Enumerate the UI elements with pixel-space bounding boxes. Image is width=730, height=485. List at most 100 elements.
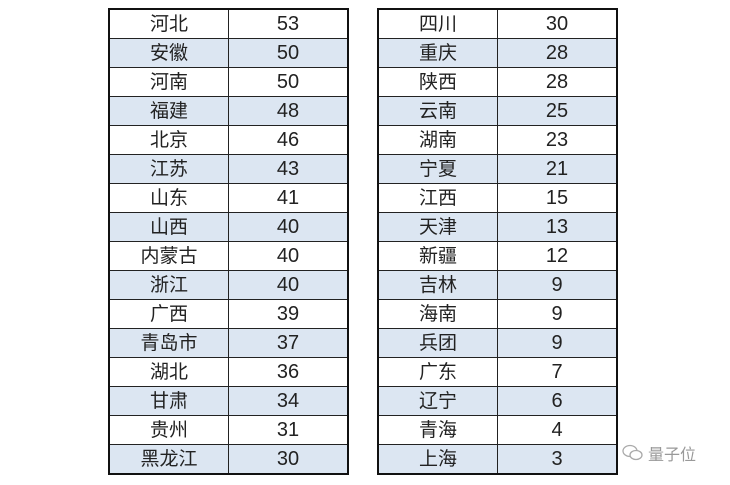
table-row: 山东 41 bbox=[108, 183, 349, 213]
value-cell: 9 bbox=[497, 299, 618, 329]
value-cell: 40 bbox=[228, 241, 349, 271]
table-row: 安徽 50 bbox=[108, 38, 349, 68]
region-cell: 重庆 bbox=[377, 38, 498, 68]
value-cell: 21 bbox=[497, 154, 618, 184]
value-cell: 31 bbox=[228, 415, 349, 445]
value-cell: 43 bbox=[228, 154, 349, 184]
region-cell: 青岛市 bbox=[108, 328, 229, 358]
value-cell: 25 bbox=[497, 96, 618, 126]
region-cell: 陕西 bbox=[377, 67, 498, 97]
table-row: 广东 7 bbox=[377, 357, 618, 387]
region-cell: 内蒙古 bbox=[108, 241, 229, 271]
region-cell: 山西 bbox=[108, 212, 229, 242]
value-cell: 9 bbox=[497, 328, 618, 358]
region-cell: 吉林 bbox=[377, 270, 498, 300]
region-cell: 宁夏 bbox=[377, 154, 498, 184]
region-cell: 湖北 bbox=[108, 357, 229, 387]
table-row: 广西 39 bbox=[108, 299, 349, 329]
region-cell: 安徽 bbox=[108, 38, 229, 68]
region-cell: 贵州 bbox=[108, 415, 229, 445]
table-row: 湖南 23 bbox=[377, 125, 618, 155]
region-cell: 浙江 bbox=[108, 270, 229, 300]
table-row: 辽宁 6 bbox=[377, 386, 618, 416]
table-row: 河南 50 bbox=[108, 67, 349, 97]
value-cell: 36 bbox=[228, 357, 349, 387]
region-cell: 海南 bbox=[377, 299, 498, 329]
region-cell: 广东 bbox=[377, 357, 498, 387]
value-cell: 50 bbox=[228, 38, 349, 68]
table-row: 云南 25 bbox=[377, 96, 618, 126]
region-cell: 天津 bbox=[377, 212, 498, 242]
table-row: 江苏 43 bbox=[108, 154, 349, 184]
table-row: 湖北 36 bbox=[108, 357, 349, 387]
value-cell: 30 bbox=[497, 8, 618, 39]
region-cell: 福建 bbox=[108, 96, 229, 126]
region-cell: 黑龙江 bbox=[108, 444, 229, 475]
table-row: 新疆 12 bbox=[377, 241, 618, 271]
value-cell: 28 bbox=[497, 67, 618, 97]
region-cell: 广西 bbox=[108, 299, 229, 329]
table-row: 重庆 28 bbox=[377, 38, 618, 68]
region-cell: 兵团 bbox=[377, 328, 498, 358]
table-row: 河北 53 bbox=[108, 8, 349, 39]
region-cell: 辽宁 bbox=[377, 386, 498, 416]
wechat-icon bbox=[622, 444, 643, 461]
region-cell: 江西 bbox=[377, 183, 498, 213]
value-cell: 30 bbox=[228, 444, 349, 475]
table-row: 上海 3 bbox=[377, 444, 618, 475]
left-table: 河北 53 安徽 50 河南 50 福建 48 北京 46 江苏 43 山东 41 山西 40 内蒙古 40 浙江 4… bbox=[108, 8, 349, 475]
table-row: 宁夏 21 bbox=[377, 154, 618, 184]
table-row: 陕西 28 bbox=[377, 67, 618, 97]
value-cell: 34 bbox=[228, 386, 349, 416]
table-row: 吉林 9 bbox=[377, 270, 618, 300]
region-cell: 云南 bbox=[377, 96, 498, 126]
table-row: 北京 46 bbox=[108, 125, 349, 155]
region-cell: 江苏 bbox=[108, 154, 229, 184]
watermark-text: 量子位 bbox=[648, 445, 697, 464]
value-cell: 4 bbox=[497, 415, 618, 445]
table-row: 江西 15 bbox=[377, 183, 618, 213]
value-cell: 48 bbox=[228, 96, 349, 126]
value-cell: 9 bbox=[497, 270, 618, 300]
table-row: 山西 40 bbox=[108, 212, 349, 242]
value-cell: 39 bbox=[228, 299, 349, 329]
region-cell: 青海 bbox=[377, 415, 498, 445]
value-cell: 7 bbox=[497, 357, 618, 387]
value-cell: 53 bbox=[228, 8, 349, 39]
value-cell: 6 bbox=[497, 386, 618, 416]
table-row: 黑龙江 30 bbox=[108, 444, 349, 475]
value-cell: 3 bbox=[497, 444, 618, 475]
region-cell: 四川 bbox=[377, 8, 498, 39]
region-cell: 河北 bbox=[108, 8, 229, 39]
watermark: 量子位 bbox=[622, 441, 696, 465]
value-cell: 28 bbox=[497, 38, 618, 68]
value-cell: 40 bbox=[228, 212, 349, 242]
table-row: 兵团 9 bbox=[377, 328, 618, 358]
value-cell: 40 bbox=[228, 270, 349, 300]
value-cell: 46 bbox=[228, 125, 349, 155]
region-cell: 甘肃 bbox=[108, 386, 229, 416]
table-row: 贵州 31 bbox=[108, 415, 349, 445]
region-cell: 湖南 bbox=[377, 125, 498, 155]
table-row: 甘肃 34 bbox=[108, 386, 349, 416]
region-cell: 河南 bbox=[108, 67, 229, 97]
table-row: 青海 4 bbox=[377, 415, 618, 445]
value-cell: 50 bbox=[228, 67, 349, 97]
value-cell: 37 bbox=[228, 328, 349, 358]
table-row: 内蒙古 40 bbox=[108, 241, 349, 271]
right-table: 四川 30 重庆 28 陕西 28 云南 25 湖南 23 宁夏 21 江西 15 天津 13 新疆 12 吉林 9 海… bbox=[377, 8, 618, 475]
region-cell: 山东 bbox=[108, 183, 229, 213]
value-cell: 12 bbox=[497, 241, 618, 271]
table-row: 天津 13 bbox=[377, 212, 618, 242]
region-cell: 新疆 bbox=[377, 241, 498, 271]
value-cell: 13 bbox=[497, 212, 618, 242]
region-cell: 北京 bbox=[108, 125, 229, 155]
table-row: 青岛市 37 bbox=[108, 328, 349, 358]
value-cell: 23 bbox=[497, 125, 618, 155]
table-row: 福建 48 bbox=[108, 96, 349, 126]
table-row: 四川 30 bbox=[377, 8, 618, 39]
region-cell: 上海 bbox=[377, 444, 498, 475]
table-row: 海南 9 bbox=[377, 299, 618, 329]
value-cell: 15 bbox=[497, 183, 618, 213]
table-row: 浙江 40 bbox=[108, 270, 349, 300]
